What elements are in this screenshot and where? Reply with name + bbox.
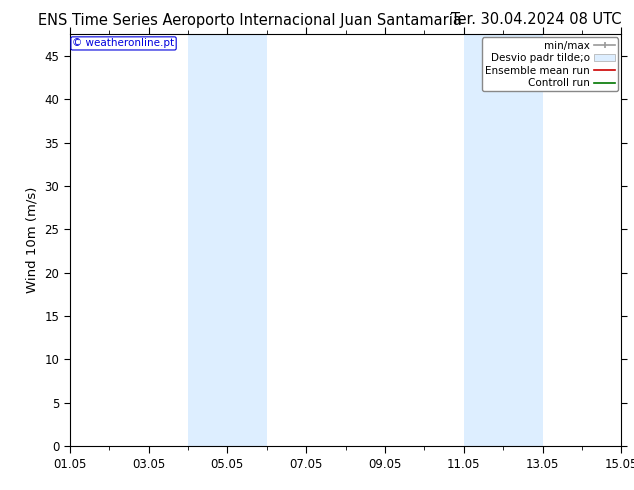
- Text: Ter. 30.04.2024 08 UTC: Ter. 30.04.2024 08 UTC: [451, 12, 621, 27]
- Text: © weatheronline.pt: © weatheronline.pt: [72, 38, 174, 49]
- Text: ENS Time Series Aeroporto Internacional Juan Santamaría: ENS Time Series Aeroporto Internacional …: [38, 12, 462, 28]
- Legend: min/max, Desvio padr tilde;o, Ensemble mean run, Controll run: min/max, Desvio padr tilde;o, Ensemble m…: [482, 37, 618, 92]
- Y-axis label: Wind 10m (m/s): Wind 10m (m/s): [26, 187, 39, 294]
- Bar: [188, 34, 267, 446]
- Bar: [463, 34, 543, 446]
